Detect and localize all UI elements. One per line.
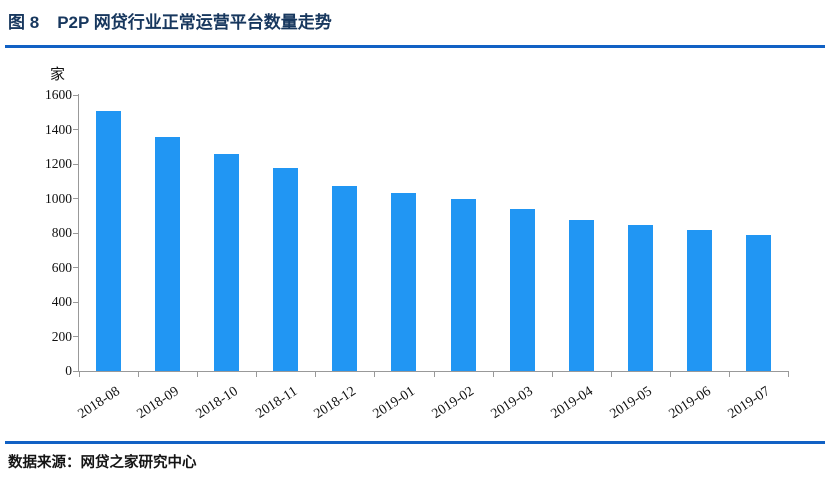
x-axis-tick bbox=[492, 372, 494, 377]
y-tick-label: 600 bbox=[51, 259, 72, 275]
x-tick-label: 2018-10 bbox=[193, 384, 241, 422]
x-tick-label: 2019-05 bbox=[607, 384, 655, 422]
x-axis-tick bbox=[79, 372, 80, 377]
header-rule bbox=[5, 45, 825, 48]
y-axis-tick bbox=[73, 163, 78, 165]
y-axis-tick bbox=[73, 129, 78, 130]
y-tick-label: 800 bbox=[51, 225, 72, 240]
data-source-note: 数据来源：网贷之家研究中心 bbox=[8, 455, 197, 471]
bar-2018-10 bbox=[214, 153, 240, 371]
y-tick-label: 1200 bbox=[45, 156, 72, 171]
x-tick-label: 2018-11 bbox=[253, 384, 300, 422]
y-axis-tick bbox=[73, 232, 78, 234]
bar-2019-05 bbox=[627, 225, 653, 371]
bar-2019-03 bbox=[509, 208, 535, 371]
x-axis-tick bbox=[374, 372, 376, 377]
bar-2018-09 bbox=[155, 137, 181, 371]
x-axis-tick bbox=[256, 372, 258, 377]
bar-2019-01 bbox=[391, 193, 417, 371]
x-tick-label: 2019-02 bbox=[429, 384, 478, 422]
x-axis-tick bbox=[197, 372, 199, 377]
y-tick-label: 0 bbox=[65, 363, 72, 378]
bar-2019-02 bbox=[450, 199, 476, 371]
bar-2019-04 bbox=[568, 220, 594, 371]
bar-2018-12 bbox=[332, 185, 358, 371]
x-tick-label: 2018-09 bbox=[134, 384, 182, 422]
y-axis-line bbox=[78, 94, 79, 372]
x-axis-tick bbox=[610, 372, 612, 377]
x-tick-label: 2019-04 bbox=[548, 384, 596, 422]
bar-2018-08 bbox=[96, 111, 122, 371]
x-axis-tick bbox=[728, 372, 730, 377]
x-axis-tick bbox=[551, 372, 553, 377]
x-tick-label: 2019-07 bbox=[725, 384, 773, 422]
x-axis-tick bbox=[669, 372, 671, 377]
bar-2018-11 bbox=[273, 168, 299, 371]
y-axis-unit-label: 家 bbox=[50, 66, 66, 83]
y-axis-tick bbox=[73, 336, 78, 337]
chart-title: 图 8 P2P 网贷行业正常运营平台数量走势 bbox=[8, 8, 332, 33]
plot-area bbox=[79, 95, 788, 371]
x-axis-tick bbox=[788, 372, 789, 377]
x-axis-tick bbox=[315, 372, 317, 377]
y-axis-tick bbox=[73, 301, 78, 303]
x-tick-label: 2019-01 bbox=[370, 384, 419, 422]
x-tick-label: 2018-12 bbox=[311, 384, 360, 422]
x-axis-tick bbox=[138, 372, 140, 377]
y-tick-label: 400 bbox=[51, 294, 72, 309]
chart-title-text: P2P 网贷行业正常运营平台数量走势 bbox=[57, 13, 332, 32]
y-axis-tick bbox=[73, 267, 78, 268]
y-tick-label: 200 bbox=[51, 328, 72, 344]
y-axis-tick bbox=[73, 94, 78, 96]
figure-label: 图 8 bbox=[8, 13, 40, 32]
y-axis-tick bbox=[73, 198, 78, 199]
bar-2019-07 bbox=[745, 234, 771, 371]
y-tick-label: 1600 bbox=[45, 87, 72, 102]
y-tick-label: 1400 bbox=[45, 121, 72, 137]
x-tick-label: 2019-06 bbox=[666, 384, 714, 422]
x-axis-tick bbox=[433, 372, 435, 377]
x-tick-label: 2019-03 bbox=[488, 384, 537, 422]
y-tick-label: 1000 bbox=[45, 190, 72, 206]
x-tick-label: 2018-08 bbox=[75, 384, 123, 422]
bar-2019-06 bbox=[686, 230, 712, 371]
footer-rule bbox=[5, 441, 825, 444]
y-axis-tick bbox=[73, 370, 78, 372]
x-axis-line bbox=[78, 371, 789, 372]
